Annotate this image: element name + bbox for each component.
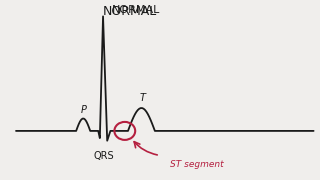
Text: NORMAL: NORMAL	[102, 5, 157, 18]
Text: T: T	[140, 93, 145, 103]
Text: NORMAL: NORMAL	[112, 5, 160, 15]
Text: P: P	[80, 105, 86, 114]
Text: ST segment: ST segment	[170, 160, 223, 169]
Text: QRS: QRS	[94, 150, 114, 161]
